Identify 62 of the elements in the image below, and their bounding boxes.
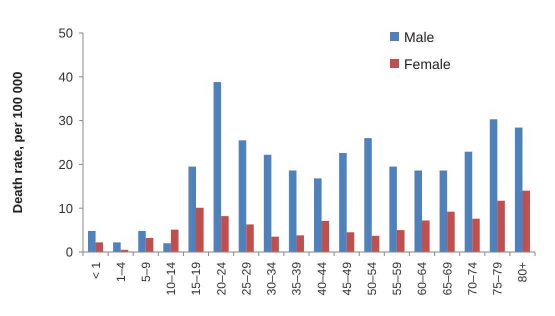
x-tick-label: 10–14	[164, 262, 178, 296]
legend-label: Male	[404, 28, 435, 45]
x-tick-label: 1–4	[114, 262, 128, 282]
y-tick-label: 20	[58, 156, 73, 172]
legend-label: Female	[404, 56, 451, 72]
bar	[271, 236, 279, 252]
bar	[364, 138, 372, 252]
bar	[372, 236, 380, 252]
x-tick-label: 25–29	[239, 262, 254, 296]
bar	[238, 140, 246, 252]
y-tick-label: 10	[58, 200, 73, 216]
bar	[113, 242, 121, 252]
bar	[264, 154, 272, 252]
y-axis-title: Death rate, per 100 000	[10, 72, 25, 214]
y-tick-label: 0	[66, 244, 73, 260]
bar	[314, 178, 322, 252]
bar	[440, 170, 448, 252]
x-tick-label: 35–39	[290, 262, 304, 296]
bar	[396, 230, 404, 252]
x-tick-label: 80+	[516, 262, 530, 282]
bar	[389, 166, 397, 252]
bar	[346, 232, 354, 252]
bar	[497, 200, 505, 252]
x-tick-label: 50–54	[364, 262, 379, 296]
bar	[196, 208, 204, 252]
bar	[514, 128, 522, 252]
x-tick-label: 40–44	[314, 262, 329, 296]
bar	[447, 212, 455, 252]
x-tick-label: 15–19	[189, 262, 204, 296]
bar	[246, 224, 254, 252]
bar	[322, 220, 330, 252]
x-tick-label: 5–9	[138, 262, 153, 282]
y-tick-label: 50	[58, 26, 73, 41]
x-tick-label: < 1	[88, 262, 103, 280]
bar	[221, 216, 229, 252]
bar	[88, 230, 96, 252]
bar	[422, 220, 430, 252]
bar	[464, 152, 472, 252]
bar	[414, 170, 422, 252]
bar	[339, 153, 347, 252]
bar	[138, 230, 146, 252]
bar	[163, 243, 171, 252]
x-tick-label: 30–34	[264, 262, 279, 296]
x-tick-label: 60–64	[415, 262, 430, 296]
x-tick-label: 55–59	[390, 262, 404, 296]
bar	[146, 238, 154, 252]
x-tick-label: 65–69	[440, 262, 454, 296]
y-tick-label: 40	[58, 69, 73, 84]
bar	[96, 242, 104, 252]
bar	[214, 82, 222, 252]
bar	[296, 235, 304, 252]
bar	[288, 170, 296, 252]
bar	[170, 230, 178, 252]
bar	[490, 119, 498, 252]
x-tick-label: 45–49	[340, 262, 354, 296]
bar	[188, 166, 196, 252]
x-tick-label: 70–74	[465, 262, 480, 296]
bar	[472, 218, 480, 252]
x-tick-label: 20–24	[214, 262, 228, 296]
bar	[522, 190, 530, 252]
x-tick-label: 75–79	[490, 262, 505, 296]
y-tick-label: 30	[58, 113, 73, 128]
